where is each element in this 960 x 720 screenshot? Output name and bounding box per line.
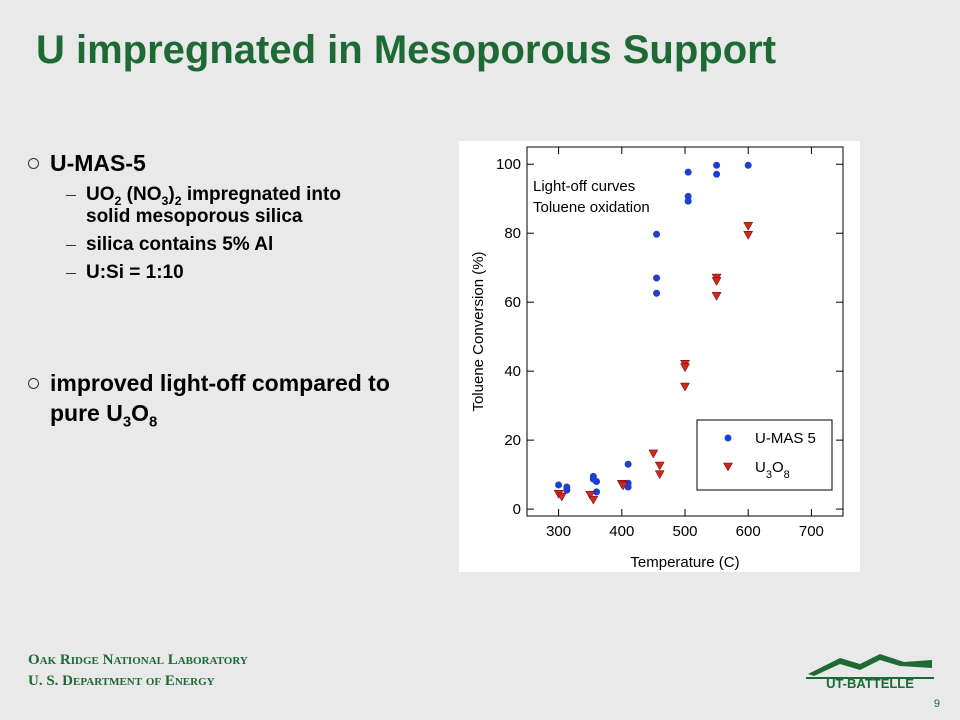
point	[648, 449, 659, 459]
point	[653, 230, 661, 238]
y-tick-label: 80	[504, 225, 521, 242]
sub-bullet: UO2 (NO3)2 impregnated into solid mesopo…	[66, 184, 386, 228]
point	[680, 382, 690, 392]
bullet-text: improved light-off compared to pure U3O8	[50, 370, 390, 431]
point	[713, 161, 721, 169]
point	[563, 486, 571, 494]
point	[653, 274, 661, 282]
point	[680, 363, 690, 373]
point	[684, 168, 692, 176]
x-tick-label: 600	[736, 523, 761, 540]
bullet: U-MAS-5 UO2 (NO3)2 impregnated into solid…	[28, 148, 408, 284]
point	[556, 492, 567, 502]
x-tick-label: 300	[546, 523, 571, 540]
y-tick-label: 20	[504, 432, 521, 449]
footer-lab: Oak Ridge National Laboratory	[28, 652, 248, 668]
point	[743, 222, 754, 231]
logo: UT-BATTELLE	[806, 654, 934, 690]
point	[654, 461, 665, 471]
point	[624, 483, 632, 491]
y-tick-label: 0	[513, 501, 521, 518]
point	[624, 460, 632, 468]
point	[744, 161, 752, 169]
legend-label: U-MAS 5	[755, 430, 816, 447]
x-tick-label: 700	[799, 523, 824, 540]
x-tick-label: 500	[672, 523, 697, 540]
annotation: Toluene oxidation	[533, 199, 650, 216]
point	[555, 481, 563, 489]
point	[711, 292, 722, 301]
sub-bullet: silica contains 5% Al	[66, 234, 386, 256]
footer-dept: U. S. Department of Energy	[28, 673, 215, 689]
logo-text: UT-BATTELLE	[826, 676, 914, 690]
y-tick-label: 40	[504, 363, 521, 380]
point	[743, 231, 754, 240]
point	[684, 197, 692, 205]
y-tick-label: 100	[496, 156, 521, 173]
point	[593, 488, 601, 496]
legend-marker	[724, 434, 732, 442]
point	[588, 495, 599, 505]
point	[711, 277, 722, 287]
point	[618, 481, 628, 491]
bullet-text: U-MAS-5	[50, 150, 146, 176]
x-axis-label: Temperature (C)	[630, 554, 739, 571]
x-tick-label: 400	[609, 523, 634, 540]
legend-box	[696, 419, 833, 491]
y-axis-label: Toluene Conversion (%)	[470, 251, 487, 411]
sub-bullet: U:Si = 1:10	[66, 262, 386, 284]
annotation: Light-off curves	[533, 178, 635, 195]
bullet: improved light-off compared to pure U3O8	[28, 368, 408, 431]
point	[653, 289, 661, 297]
point	[654, 470, 665, 480]
point	[593, 478, 601, 486]
y-tick-label: 60	[504, 294, 521, 311]
point	[585, 491, 596, 500]
legend-marker	[723, 462, 733, 472]
slide-title: U impregnated in Mesoporous Support	[36, 28, 777, 72]
chart: 300 400 500 600 700 0 20 40 60 80 100 Temperature (…	[459, 141, 860, 572]
point	[684, 192, 692, 200]
page-number: 9	[933, 698, 940, 710]
legend-label: U3O8	[755, 459, 790, 481]
point	[713, 170, 721, 178]
